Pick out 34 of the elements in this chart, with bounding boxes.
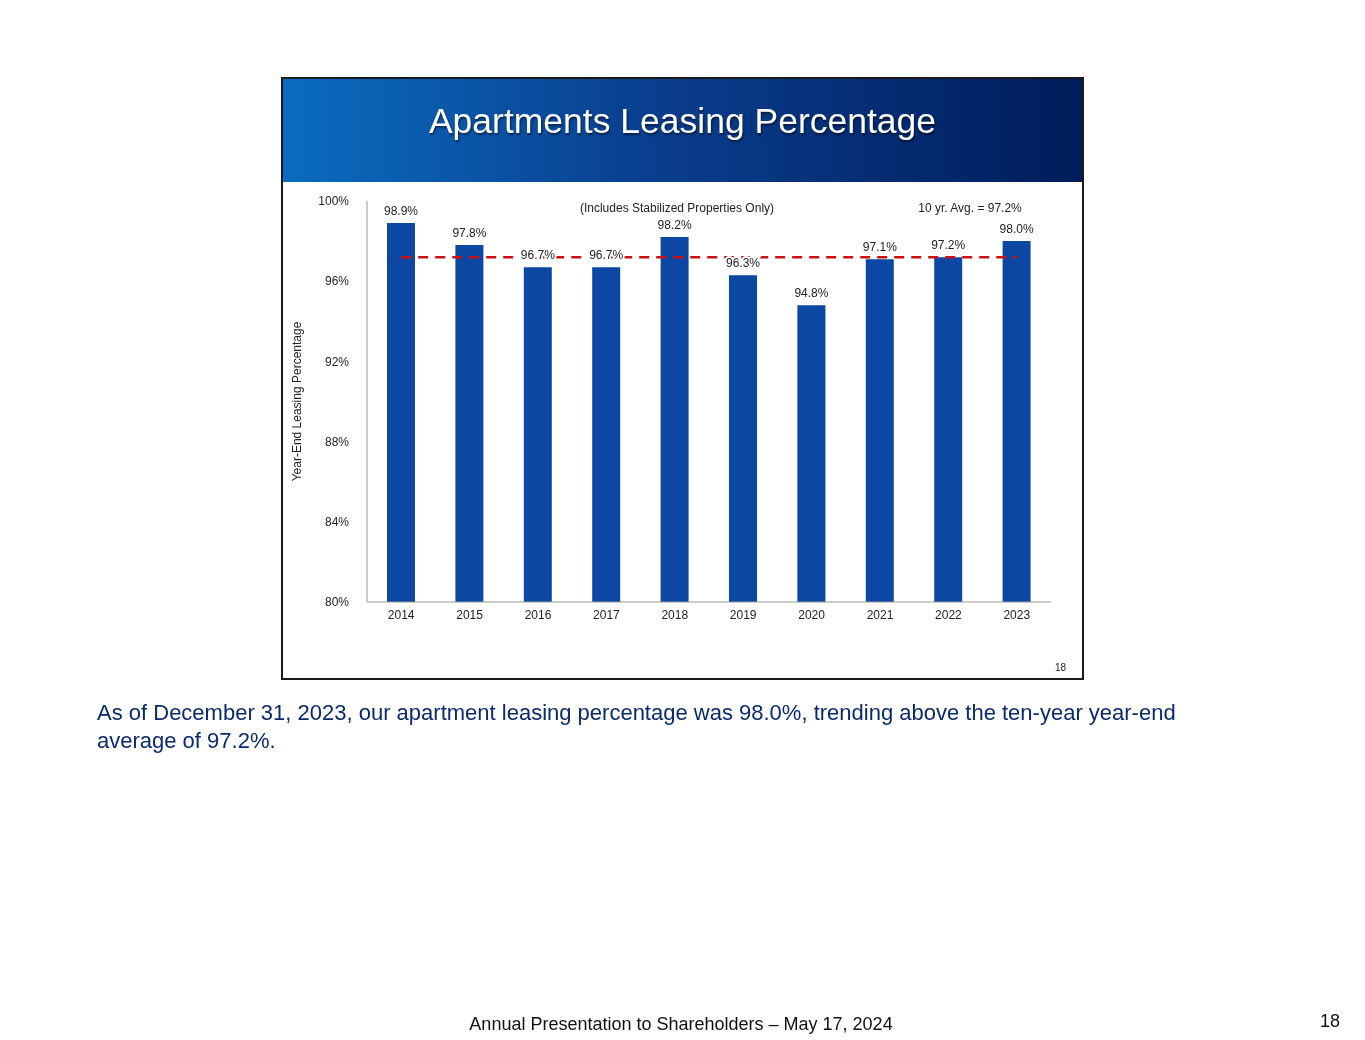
data-label: 98.0% [999, 222, 1034, 237]
y-tick-label: 96% [324, 274, 350, 289]
data-label: 98.9% [383, 204, 419, 219]
x-tick-label: 2015 [456, 607, 484, 622]
y-axis-title: Year-End Leasing Percentage [290, 321, 305, 482]
x-tick-label: 2022 [935, 607, 963, 622]
y-tick-label: 100% [318, 194, 350, 209]
data-label: 96.7% [589, 248, 624, 263]
x-tick-label: 2018 [661, 607, 689, 622]
annotation: 10 yr. Avg. = 97.2% [917, 200, 1023, 216]
text: Annual Presentation to Shareholders – May 17, 2024 [468, 1013, 894, 1035]
text: 18 [1318, 1010, 1340, 1032]
x-tick-label: 2021 [866, 607, 894, 622]
chart-title: Apartments Leasing Percentage [427, 100, 938, 142]
y-tick-label: 84% [324, 515, 350, 530]
y-tick-label: 88% [324, 434, 350, 449]
text: 18 [1053, 661, 1066, 675]
data-label: 97.1% [862, 240, 898, 255]
y-tick-label: 92% [324, 354, 350, 369]
y-tick-label: 80% [324, 595, 350, 610]
data-label: 96.3% [725, 256, 761, 271]
chart-subtitle: (Includes Stabilized Properties Only) [578, 200, 776, 216]
data-label: 97.8% [452, 226, 487, 241]
x-tick-label: 2016 [524, 607, 552, 622]
data-label: 98.2% [657, 218, 692, 233]
data-label: 96.7% [520, 248, 556, 263]
data-label: 97.2% [931, 238, 966, 253]
x-tick-label: 2014 [387, 607, 415, 622]
text: As of December 31, 2023, our apartment leasing percentage was 98.0%, trending above the ten-year year-end average of 97.2%. [97, 699, 1177, 755]
data-label: 94.8% [794, 286, 829, 301]
x-tick-label: 2019 [729, 607, 757, 622]
x-tick-label: 2017 [593, 607, 621, 622]
x-tick-label: 2020 [798, 607, 826, 622]
x-tick-label: 2023 [1003, 607, 1031, 622]
